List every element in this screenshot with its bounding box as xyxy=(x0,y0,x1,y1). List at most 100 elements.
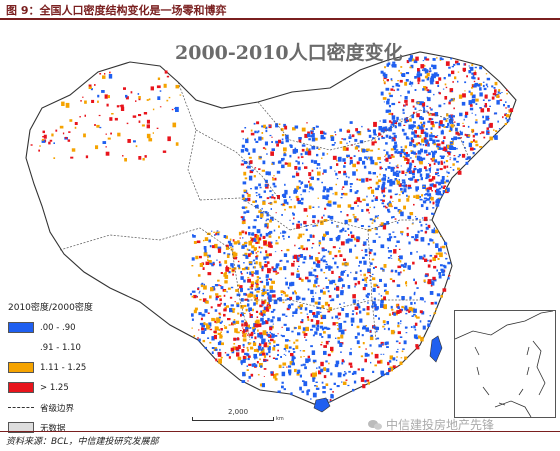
density-patch xyxy=(429,134,433,138)
density-patch xyxy=(409,80,411,83)
density-patch xyxy=(259,332,263,335)
density-patch xyxy=(245,256,249,259)
density-patch xyxy=(413,308,417,313)
density-patch xyxy=(433,72,438,77)
density-patch xyxy=(357,368,360,371)
density-patch xyxy=(432,139,436,145)
density-patch xyxy=(376,217,379,219)
density-patch xyxy=(298,257,300,259)
density-patch xyxy=(217,341,221,346)
density-patch xyxy=(352,388,355,392)
density-patch xyxy=(372,325,376,329)
density-patch xyxy=(201,327,205,331)
density-patch xyxy=(328,328,331,330)
density-patch xyxy=(424,75,428,79)
density-patch xyxy=(402,156,405,159)
province-line-qinghai xyxy=(199,197,291,231)
density-patch xyxy=(424,56,427,60)
density-patch xyxy=(309,183,312,187)
density-patch xyxy=(416,316,420,319)
density-patch xyxy=(400,191,404,193)
density-patch xyxy=(148,98,151,101)
density-patch xyxy=(506,114,510,118)
density-patch xyxy=(451,137,454,140)
density-patch xyxy=(377,148,380,150)
density-patch xyxy=(403,149,406,152)
density-patch xyxy=(451,122,454,125)
density-patch xyxy=(471,94,476,99)
density-patch xyxy=(356,161,360,165)
density-patch xyxy=(377,360,381,364)
density-patch xyxy=(443,118,447,121)
density-patch xyxy=(316,311,320,315)
density-patch xyxy=(166,99,169,102)
density-patch xyxy=(448,114,452,118)
density-patch xyxy=(283,147,287,152)
density-patch xyxy=(310,328,313,331)
density-patch xyxy=(425,173,430,179)
density-patch xyxy=(234,252,238,256)
density-patch xyxy=(272,177,274,179)
density-patch xyxy=(429,70,432,72)
density-patch xyxy=(146,99,149,101)
density-patch xyxy=(417,82,420,85)
density-patch xyxy=(269,289,274,293)
density-patch xyxy=(200,284,204,288)
density-patch xyxy=(256,287,261,291)
density-patch xyxy=(354,218,358,223)
density-patch xyxy=(427,323,431,327)
density-patch xyxy=(388,112,392,115)
density-patch xyxy=(414,302,416,305)
density-patch xyxy=(385,187,387,189)
density-patch xyxy=(429,196,432,200)
density-patch xyxy=(311,146,316,150)
density-patch xyxy=(381,136,385,139)
density-patch xyxy=(410,137,414,141)
density-patch xyxy=(266,345,269,348)
density-patch xyxy=(267,268,271,274)
density-patch xyxy=(414,89,417,91)
density-patch xyxy=(431,135,435,138)
density-patch xyxy=(255,255,258,258)
density-patch xyxy=(304,307,308,311)
density-patch xyxy=(382,177,386,181)
density-patch xyxy=(351,372,354,375)
density-patch xyxy=(321,216,323,219)
density-patch xyxy=(257,130,260,133)
density-patch xyxy=(236,352,240,357)
density-patch xyxy=(405,284,408,287)
density-patch xyxy=(419,196,421,198)
province-line-neimenggu xyxy=(257,101,421,151)
density-patch xyxy=(258,237,262,241)
density-patch xyxy=(293,254,298,259)
density-patch xyxy=(505,107,507,109)
density-patch xyxy=(410,301,413,305)
density-patch xyxy=(461,101,466,106)
density-patch xyxy=(447,261,451,265)
density-patch xyxy=(289,144,292,147)
density-patch xyxy=(150,86,154,91)
density-patch xyxy=(336,225,339,228)
legend-title: 2010密度/2000密度 xyxy=(8,303,93,313)
density-patch xyxy=(355,256,359,259)
density-patch xyxy=(420,148,423,153)
density-patch xyxy=(454,121,456,123)
density-patch xyxy=(301,148,305,152)
density-patch xyxy=(242,338,247,342)
density-patch xyxy=(303,256,307,260)
density-patch xyxy=(138,156,142,160)
density-patch xyxy=(283,353,285,355)
density-patch xyxy=(285,315,288,317)
density-patch xyxy=(405,172,408,174)
density-patch xyxy=(432,153,435,157)
density-patch xyxy=(330,346,334,351)
density-patch xyxy=(396,193,398,195)
density-patch xyxy=(439,120,443,125)
density-patch xyxy=(247,294,251,298)
density-patch xyxy=(375,233,378,235)
density-patch xyxy=(400,66,403,68)
density-patch xyxy=(419,198,422,201)
density-patch xyxy=(423,166,427,169)
density-patch xyxy=(109,71,111,74)
density-patch xyxy=(146,119,150,124)
